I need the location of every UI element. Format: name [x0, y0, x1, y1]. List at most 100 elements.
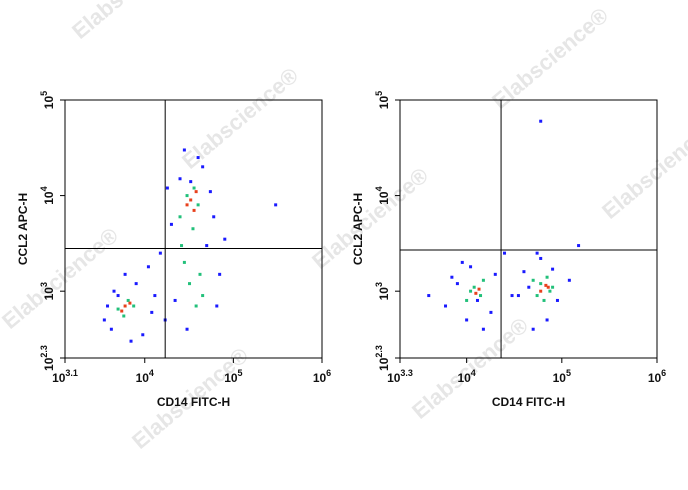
plot-frame [399, 99, 658, 359]
event-dot [198, 272, 202, 276]
event-dot [546, 285, 550, 289]
event-dot [194, 190, 198, 194]
event-dot [173, 298, 177, 302]
tick-label: 102.3 [374, 345, 391, 371]
event-dot [551, 285, 555, 289]
event-dot [450, 275, 454, 279]
event-dot [469, 265, 473, 269]
event-dot [474, 291, 478, 295]
event-dot [185, 203, 189, 207]
event-dot [196, 203, 200, 207]
tick-exponent: 3.3 [400, 368, 413, 378]
event-dot [567, 278, 571, 282]
watermark: Elabscience® [67, 0, 193, 44]
tick-exponent: 4 [471, 368, 476, 378]
tick-exponent: 5 [39, 91, 49, 96]
event-dot [212, 215, 216, 219]
event-dot [527, 285, 531, 289]
event-dot [192, 208, 196, 212]
event-dot [205, 244, 209, 248]
tick-label: 104 [39, 186, 56, 204]
event-dot [169, 222, 173, 226]
y-axis-label: CCL2 APC-H [351, 193, 365, 265]
event-dot [444, 304, 448, 308]
event-dot [112, 289, 116, 293]
event-dot [185, 327, 189, 331]
event-dot [196, 156, 200, 160]
tick-exponent: 2.3 [374, 345, 384, 358]
event-dot [542, 298, 546, 302]
event-dot [201, 165, 205, 169]
event-dot [577, 244, 581, 248]
tick-exponent: 4 [39, 186, 49, 191]
event-dot [128, 301, 132, 305]
event-dot [106, 304, 110, 308]
event-dot [158, 251, 162, 255]
event-dot [223, 237, 227, 241]
event-dot [102, 318, 106, 322]
event-dot [544, 283, 548, 287]
event-dot [539, 256, 543, 260]
event-dot [165, 186, 169, 190]
event-dot [465, 298, 469, 302]
event-dot [178, 177, 182, 181]
event-dot [465, 318, 469, 322]
event-dot [522, 270, 526, 274]
event-dot [129, 339, 133, 343]
tick-label: 103 [374, 282, 391, 300]
tick-exponent: 5 [566, 368, 571, 378]
tick-exponent: 4 [149, 368, 154, 378]
event-dot [182, 148, 186, 152]
event-dot [531, 327, 535, 331]
event-dot [545, 275, 549, 279]
tick-exponent: 3 [374, 282, 384, 287]
event-dot [516, 294, 520, 298]
y-axis-label: CCL2 APC-H [16, 193, 30, 265]
event-dot [185, 194, 189, 198]
event-dot [150, 310, 154, 314]
tick-exponent: 3.1 [65, 368, 78, 378]
event-dot [201, 294, 205, 298]
event-dot [182, 260, 186, 264]
event-dot [479, 294, 483, 298]
event-dot [481, 278, 485, 282]
tick-exponent: 4 [374, 186, 384, 191]
tick-label: 104 [457, 368, 475, 385]
event-dot [274, 203, 278, 207]
watermark: Elabscience® [307, 162, 433, 273]
watermark: Elabscience® [597, 112, 688, 223]
event-dot [120, 309, 124, 313]
event-dot [134, 282, 138, 286]
event-dot [531, 278, 535, 282]
tick-label: 105 [374, 91, 391, 109]
event-dot [539, 289, 543, 293]
plot-frame [64, 99, 323, 359]
event-dot [477, 287, 481, 291]
event-dot [189, 198, 193, 202]
watermark: Elabscience® [177, 62, 303, 173]
event-dot [191, 227, 195, 231]
event-dot [153, 294, 157, 298]
event-dot [109, 327, 113, 331]
event-dot [123, 272, 127, 276]
tick-label: 105 [224, 368, 242, 385]
event-dot [555, 298, 559, 302]
event-dot [116, 307, 120, 311]
event-dot [116, 294, 120, 298]
event-dot [472, 285, 476, 289]
event-dot [427, 294, 431, 298]
event-dot [545, 318, 549, 322]
event-dot [192, 186, 196, 190]
event-dot [510, 294, 514, 298]
tick-exponent: 3 [39, 282, 49, 287]
event-dot [189, 180, 193, 184]
x-axis-label: CD14 FITC-H [492, 395, 565, 409]
event-dot [215, 304, 219, 308]
event-dot [460, 260, 464, 264]
tick-label: 106 [648, 368, 666, 385]
event-dot [535, 251, 539, 255]
event-dot [208, 190, 212, 194]
event-dot [535, 294, 539, 298]
tick-label: 102.3 [39, 345, 56, 371]
